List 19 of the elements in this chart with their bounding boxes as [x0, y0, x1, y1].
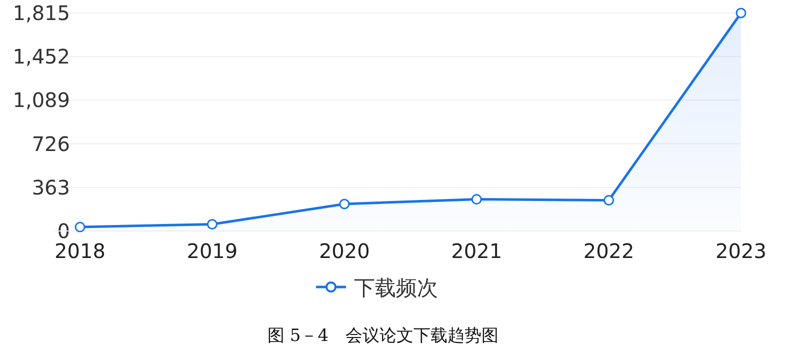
- point: [604, 195, 614, 206]
- point: [74, 222, 86, 232]
- y-tick-label: 1,815: [12, 1, 70, 25]
- x-tick-label: 2019: [186, 239, 238, 263]
- y-tick-label: 726: [32, 132, 70, 156]
- y-tick-label: 363: [32, 175, 70, 200]
- y-tick-label: 1,452: [12, 44, 70, 69]
- point: [206, 219, 218, 230]
- y-tick-label: 1,089: [12, 88, 70, 112]
- point: [339, 198, 350, 210]
- x-tick-label: 2022: [583, 239, 634, 263]
- point: [471, 194, 482, 205]
- x-tick-label: 2023: [716, 239, 766, 263]
- point: [736, 8, 746, 18]
- legend-label: 下载频次: [354, 276, 438, 300]
- x-tick-label: 2020: [318, 239, 370, 263]
- caption: 图 5－4 会议论文下载趋势图: [267, 326, 499, 346]
- x-tick-label: 2021: [451, 239, 502, 263]
- x-tick-label: 2018: [54, 239, 106, 263]
